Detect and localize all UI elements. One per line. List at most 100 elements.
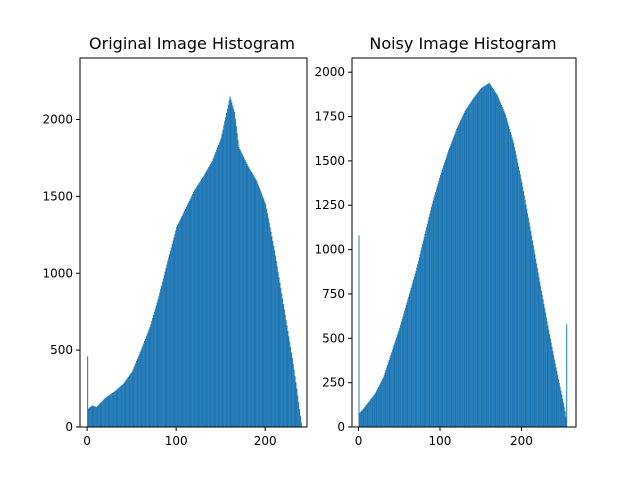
original-histogram-bar — [264, 201, 266, 427]
noisy-histogram-bar — [539, 281, 541, 427]
original-histogram-bar — [213, 156, 215, 427]
noisy-histogram-bar — [535, 258, 537, 427]
original-histogram-bar — [290, 347, 292, 427]
noisy-histogram-bar — [562, 398, 564, 427]
noisy-histogram-bar — [543, 303, 545, 427]
original-histogram-bar — [283, 309, 285, 427]
noisy-histogram-bar — [549, 338, 551, 427]
noisy-histogram-bar — [410, 287, 412, 427]
noisy-histogram-bar — [490, 85, 492, 427]
original-histogram-bar — [193, 190, 195, 427]
noisy-histogram-bar — [510, 134, 512, 427]
noisy-histogram-bar — [437, 183, 439, 427]
noisy-histogram-bar — [417, 264, 419, 427]
original-histogram-bar — [206, 170, 208, 428]
noisy-histogram-bar — [516, 158, 518, 427]
original-histogram-bar — [185, 206, 187, 427]
original-histogram-bar — [166, 264, 168, 427]
noisy-histogram-bar — [388, 359, 390, 427]
original-histogram-y-ticks: 0 500 1000 1500 2000 — [42, 113, 80, 434]
noisy-histogram-bar — [366, 403, 368, 427]
noisy-histogram-bar — [464, 111, 466, 427]
original-histogram-bar — [238, 147, 240, 427]
original-histogram-bar — [128, 375, 130, 427]
noisy-histogram-bar — [378, 385, 380, 427]
original-histogram-bar — [243, 158, 245, 427]
noisy-histogram-bar — [556, 371, 558, 427]
noisy-histogram-bar — [531, 235, 533, 427]
original-histogram-bar — [116, 389, 118, 427]
noisy-histogram-bar — [527, 213, 529, 427]
noisy-histogram-bar — [492, 87, 494, 428]
original-histogram-bar — [202, 176, 204, 427]
noisy-histogram-bar — [391, 350, 393, 427]
noisy-histogram-x-tick-label: 0 — [355, 434, 363, 448]
original-histogram-bar — [193, 192, 195, 427]
noisy-histogram-bar — [400, 324, 402, 427]
original-histogram-bar — [153, 314, 155, 427]
original-histogram-bar — [144, 340, 146, 427]
original-histogram-bar — [111, 393, 113, 427]
original-histogram-bar — [100, 402, 102, 427]
noisy-histogram-bar — [397, 332, 399, 427]
original-histogram-bars — [87, 96, 302, 428]
original-histogram-bar — [172, 240, 174, 427]
original-histogram-bar — [250, 170, 252, 428]
noisy-histogram-bar — [411, 285, 413, 427]
original-histogram-bar — [95, 406, 97, 427]
noisy-histogram-bar — [360, 411, 362, 427]
noisy-histogram-bar — [501, 106, 503, 428]
original-histogram-bar — [255, 179, 257, 427]
original-histogram-bar — [142, 345, 144, 427]
original-histogram-bar — [136, 358, 139, 427]
noisy-histogram-bar — [545, 312, 547, 427]
noisy-histogram-bar — [399, 327, 401, 427]
noisy-histogram-bar — [423, 237, 425, 427]
original-histogram-title: Original Image Histogram — [89, 34, 295, 53]
noisy-histogram-bar — [486, 84, 488, 428]
original-histogram-bar — [93, 406, 95, 427]
original-histogram-bar — [169, 250, 171, 427]
noisy-histogram-bar — [507, 123, 509, 427]
original-histogram-bar — [211, 161, 213, 427]
original-histogram-bar — [144, 338, 147, 427]
noisy-histogram-bar — [554, 363, 556, 427]
noisy-histogram-bar — [536, 268, 538, 427]
noisy-histogram-bar — [536, 263, 538, 427]
original-histogram-bar — [239, 149, 241, 427]
noisy-histogram-bar — [538, 277, 540, 427]
original-histogram-bar — [236, 133, 238, 427]
original-histogram-bar — [219, 140, 221, 427]
original-histogram-bar — [279, 282, 281, 427]
noisy-histogram-bar — [422, 243, 424, 427]
original-histogram-bar — [158, 296, 160, 427]
noisy-histogram-bar — [554, 359, 555, 427]
original-histogram-bar — [225, 117, 227, 427]
noisy-histogram-bar — [459, 121, 461, 428]
noisy-histogram-bar — [393, 345, 395, 427]
noisy-histogram-bar — [384, 372, 386, 427]
noisy-histogram-x-tick-label: 200 — [510, 434, 533, 448]
noisy-histogram-bar — [448, 150, 450, 427]
original-histogram-bar — [150, 323, 152, 427]
original-histogram-bar — [203, 174, 205, 427]
original-histogram-bar — [268, 222, 270, 427]
noisy-histogram-bar — [523, 191, 525, 427]
noisy-histogram-bar — [364, 407, 366, 427]
noisy-histogram-bar — [470, 102, 472, 427]
noisy-histogram-title: Noisy Image Histogram — [369, 34, 556, 53]
original-histogram-bar — [235, 125, 237, 428]
original-histogram-bar — [121, 384, 123, 427]
original-histogram-bar — [139, 352, 141, 427]
original-histogram-bar — [285, 320, 287, 427]
noisy-histogram-bar — [505, 117, 507, 428]
original-histogram-bar — [99, 403, 101, 427]
noisy-histogram-bar — [547, 325, 549, 427]
original-histogram-bar — [208, 167, 210, 427]
original-histogram-bar — [101, 401, 103, 427]
original-histogram-bar — [298, 402, 300, 427]
original-histogram-bar — [131, 371, 133, 427]
original-histogram-bar — [258, 185, 260, 427]
noisy-histogram-bar — [491, 86, 493, 427]
original-histogram-bar — [230, 99, 232, 427]
